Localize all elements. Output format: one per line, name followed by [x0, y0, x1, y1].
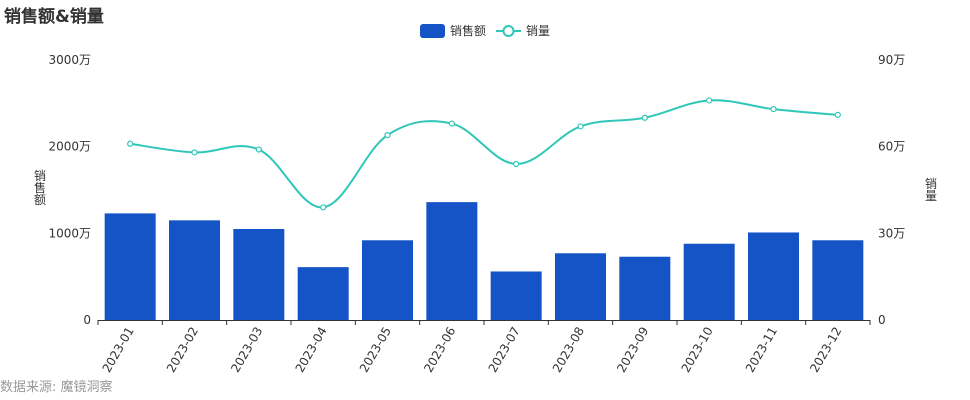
line-point-2023-02	[191, 149, 198, 156]
legend-line-marker	[502, 25, 515, 37]
bar-2023-09	[619, 256, 671, 320]
x-tick-label: 2023-09	[614, 325, 651, 375]
legend-line-label: 销量	[526, 24, 550, 38]
y-left-tick-label: 3000万	[48, 53, 91, 67]
x-tick-label: 2023-04	[293, 325, 330, 375]
x-tick-label: 2023-10	[679, 325, 716, 375]
y-left-tick-label: 2000万	[48, 140, 91, 154]
data-source-note: 数据来源: 魔镜洞察	[0, 380, 113, 395]
line-point-2023-06	[448, 120, 455, 127]
bar-2023-10	[683, 243, 735, 320]
bar-2023-01	[104, 213, 156, 320]
x-tick-label: 2023-02	[164, 325, 201, 375]
bar-2023-05	[362, 240, 413, 320]
y-right-tick-label: 60万	[878, 140, 905, 154]
y-right-tick-label: 0	[878, 313, 886, 327]
x-tick-label: 2023-01	[100, 325, 137, 375]
x-tick-label: 2023-07	[486, 325, 523, 375]
x-tick-label: 2023-05	[357, 325, 394, 375]
x-tick-label: 2023-08	[550, 325, 587, 375]
line-point-2023-08	[577, 123, 584, 130]
bar-2023-08	[555, 253, 606, 320]
bar-2023-12	[812, 240, 864, 320]
bar-2023-07	[490, 271, 542, 320]
x-tick-label: 2023-11	[743, 325, 780, 375]
y-right-tick-label: 30万	[878, 226, 905, 240]
x-tick-label: 2023-12	[807, 325, 844, 375]
chart-title: 销售额&销量	[4, 7, 104, 27]
line-point-2023-07	[513, 160, 520, 168]
bar-2023-02	[169, 220, 220, 320]
bar-2023-11	[748, 232, 799, 320]
bar-2023-03	[233, 229, 285, 320]
y-right-tick-label: 90万	[878, 53, 905, 67]
y-right-axis-title: 销量	[925, 177, 937, 203]
line-point-2023-01	[127, 140, 134, 147]
line-point-2023-12	[834, 111, 841, 118]
y-left-tick-label: 0	[83, 313, 91, 327]
line-point-2023-09	[641, 114, 648, 121]
bar-2023-04	[297, 267, 349, 320]
y-left-axis-title: 销售额	[34, 169, 46, 207]
line-point-2023-04	[320, 204, 327, 211]
legend-bar-swatch	[420, 24, 445, 38]
line-point-2023-03	[255, 146, 262, 153]
x-tick-label: 2023-06	[421, 325, 458, 375]
line-series-sales-volume	[130, 99, 838, 209]
y-left-tick-label: 1000万	[48, 226, 91, 240]
bar-2023-06	[426, 202, 478, 320]
line-point-2023-10	[706, 97, 713, 104]
line-point-2023-05	[384, 132, 391, 139]
line-point-2023-11	[770, 106, 777, 113]
x-tick-label: 2023-03	[228, 325, 265, 375]
legend-bar-label: 销售额	[450, 23, 486, 38]
